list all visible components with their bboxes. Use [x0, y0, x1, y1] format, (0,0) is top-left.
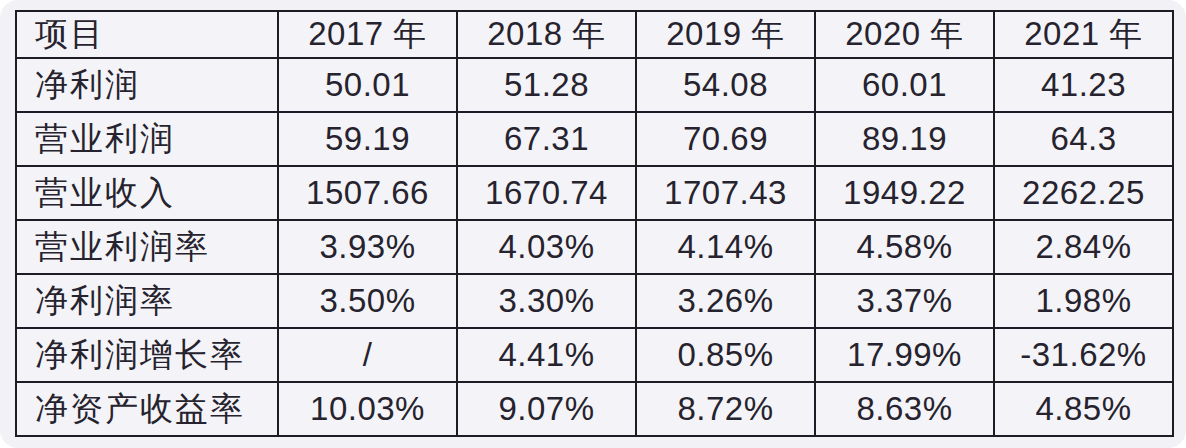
screenshot-panel: 项目2017 年2018 年2019 年2020 年2021 年 净利润50.0… [0, 0, 1186, 448]
value-cell: / [278, 328, 457, 382]
row-label: 营业收入 [16, 166, 278, 220]
value-cell: 8.72% [636, 382, 815, 436]
value-cell: 3.37% [815, 274, 994, 328]
value-cell: 1.98% [994, 274, 1173, 328]
value-cell: 3.50% [278, 274, 457, 328]
value-cell: 8.63% [815, 382, 994, 436]
value-cell: 4.14% [636, 220, 815, 274]
value-cell: -31.62% [994, 328, 1173, 382]
value-cell: 59.19 [278, 112, 457, 166]
value-cell: 1949.22 [815, 166, 994, 220]
row-label: 净利润增长率 [16, 328, 278, 382]
column-header-year: 2019 年 [636, 11, 815, 58]
value-cell: 60.01 [815, 58, 994, 112]
table-row: 净利润增长率/4.41%0.85%17.99%-31.62% [16, 328, 1173, 382]
value-cell: 70.69 [636, 112, 815, 166]
financial-metrics-table: 项目2017 年2018 年2019 年2020 年2021 年 净利润50.0… [15, 10, 1174, 437]
value-cell: 67.31 [457, 112, 636, 166]
value-cell: 64.3 [994, 112, 1173, 166]
row-label: 净利润率 [16, 274, 278, 328]
table-row: 净利润率3.50%3.30%3.26%3.37%1.98% [16, 274, 1173, 328]
value-cell: 4.03% [457, 220, 636, 274]
value-cell: 1707.43 [636, 166, 815, 220]
row-label: 营业利润 [16, 112, 278, 166]
value-cell: 4.85% [994, 382, 1173, 436]
value-cell: 50.01 [278, 58, 457, 112]
value-cell: 4.58% [815, 220, 994, 274]
column-header-year: 2018 年 [457, 11, 636, 58]
value-cell: 41.23 [994, 58, 1173, 112]
value-cell: 1507.66 [278, 166, 457, 220]
value-cell: 1670.74 [457, 166, 636, 220]
value-cell: 54.08 [636, 58, 815, 112]
column-header-items: 项目 [16, 11, 278, 58]
value-cell: 17.99% [815, 328, 994, 382]
table-body: 净利润50.0151.2854.0860.0141.23营业利润59.1967.… [16, 58, 1173, 436]
table-header: 项目2017 年2018 年2019 年2020 年2021 年 [16, 11, 1173, 58]
table-row: 营业利润59.1967.3170.6989.1964.3 [16, 112, 1173, 166]
value-cell: 3.30% [457, 274, 636, 328]
table-header-row: 项目2017 年2018 年2019 年2020 年2021 年 [16, 11, 1173, 58]
table-row: 营业利润率3.93%4.03%4.14%4.58%2.84% [16, 220, 1173, 274]
table-row: 净资产收益率10.03%9.07%8.72%8.63%4.85% [16, 382, 1173, 436]
value-cell: 2262.25 [994, 166, 1173, 220]
table-row: 营业收入1507.661670.741707.431949.222262.25 [16, 166, 1173, 220]
row-label: 营业利润率 [16, 220, 278, 274]
value-cell: 51.28 [457, 58, 636, 112]
column-header-year: 2021 年 [994, 11, 1173, 58]
value-cell: 2.84% [994, 220, 1173, 274]
value-cell: 3.93% [278, 220, 457, 274]
value-cell: 89.19 [815, 112, 994, 166]
row-label: 净资产收益率 [16, 382, 278, 436]
value-cell: 9.07% [457, 382, 636, 436]
value-cell: 3.26% [636, 274, 815, 328]
row-label: 净利润 [16, 58, 278, 112]
column-header-year: 2020 年 [815, 11, 994, 58]
value-cell: 4.41% [457, 328, 636, 382]
table-row: 净利润50.0151.2854.0860.0141.23 [16, 58, 1173, 112]
value-cell: 10.03% [278, 382, 457, 436]
column-header-year: 2017 年 [278, 11, 457, 58]
value-cell: 0.85% [636, 328, 815, 382]
